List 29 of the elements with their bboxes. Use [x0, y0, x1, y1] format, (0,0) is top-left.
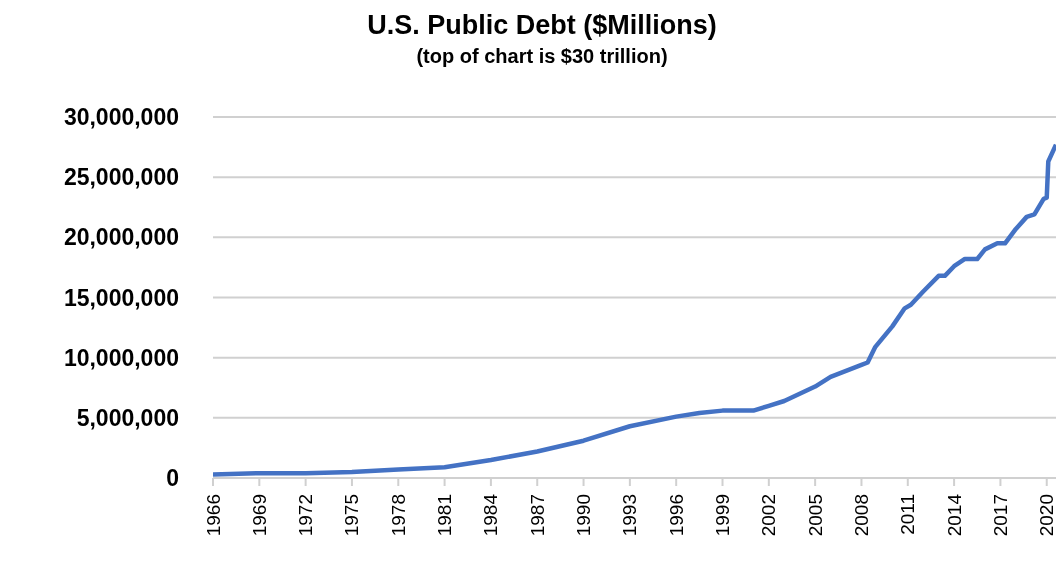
line-series [213, 142, 1056, 477]
y-tick-label: 0 [166, 465, 179, 492]
x-tick-label: 2008 [850, 494, 872, 537]
x-tick-label: 2020 [1036, 494, 1056, 537]
x-tick-label: 1969 [248, 494, 270, 537]
x-tick-label: 2005 [804, 494, 826, 537]
y-tick-label: 20,000,000 [63, 224, 179, 251]
y-tick-label: 30,000,000 [63, 104, 179, 131]
y-tick-label: 25,000,000 [63, 164, 179, 191]
x-tick-label: 1996 [665, 494, 687, 537]
x-tick-label: 2002 [758, 494, 780, 537]
x-tick-label: 1981 [434, 494, 456, 537]
x-tick-label: 2017 [989, 494, 1011, 537]
y-tick-label: 5,000,000 [76, 405, 179, 431]
x-tick-label: 1966 [202, 494, 224, 537]
x-tick-label: 2011 [897, 494, 919, 535]
y-tick-label: 10,000,000 [63, 344, 179, 371]
x-tick-label: 2014 [943, 493, 965, 537]
x-tick-label: 1987 [526, 494, 548, 537]
x-tick-label: 1990 [573, 494, 595, 537]
x-tick-label: 1975 [341, 494, 363, 537]
x-tick-label: 1993 [619, 494, 641, 537]
y-tick-label: 15,000,000 [63, 284, 179, 311]
chart-title: U.S. Public Debt ($Millions) [366, 9, 718, 42]
chart-subtitle: (top of chart is $30 trillion) [415, 44, 669, 69]
x-tick-label: 1972 [295, 494, 317, 537]
x-tick-label: 1999 [712, 494, 734, 537]
x-tick-label: 1984 [480, 493, 502, 537]
x-tick-label: 1978 [387, 494, 409, 537]
